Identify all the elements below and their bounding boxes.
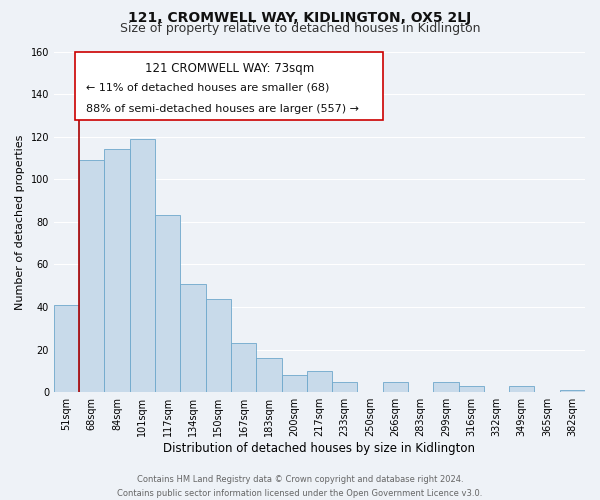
- Bar: [256, 358, 281, 392]
- Bar: [332, 382, 358, 392]
- Bar: [206, 298, 231, 392]
- Bar: [433, 382, 458, 392]
- Bar: [509, 386, 535, 392]
- Text: 121 CROMWELL WAY: 73sqm: 121 CROMWELL WAY: 73sqm: [145, 62, 314, 74]
- Bar: [281, 375, 307, 392]
- Text: 121, CROMWELL WAY, KIDLINGTON, OX5 2LJ: 121, CROMWELL WAY, KIDLINGTON, OX5 2LJ: [128, 11, 472, 25]
- Bar: [231, 343, 256, 392]
- Bar: [54, 305, 79, 392]
- Bar: [383, 382, 408, 392]
- X-axis label: Distribution of detached houses by size in Kidlington: Distribution of detached houses by size …: [163, 442, 475, 455]
- Bar: [458, 386, 484, 392]
- Bar: [130, 139, 155, 392]
- FancyBboxPatch shape: [75, 52, 383, 120]
- Bar: [181, 284, 206, 392]
- Bar: [155, 216, 181, 392]
- Text: ← 11% of detached houses are smaller (68): ← 11% of detached houses are smaller (68…: [86, 82, 329, 92]
- Bar: [79, 160, 104, 392]
- Y-axis label: Number of detached properties: Number of detached properties: [15, 134, 25, 310]
- Bar: [307, 371, 332, 392]
- Text: 88% of semi-detached houses are larger (557) →: 88% of semi-detached houses are larger (…: [86, 104, 359, 115]
- Bar: [104, 150, 130, 392]
- Text: Contains HM Land Registry data © Crown copyright and database right 2024.
Contai: Contains HM Land Registry data © Crown c…: [118, 476, 482, 498]
- Text: Size of property relative to detached houses in Kidlington: Size of property relative to detached ho…: [120, 22, 480, 35]
- Bar: [560, 390, 585, 392]
